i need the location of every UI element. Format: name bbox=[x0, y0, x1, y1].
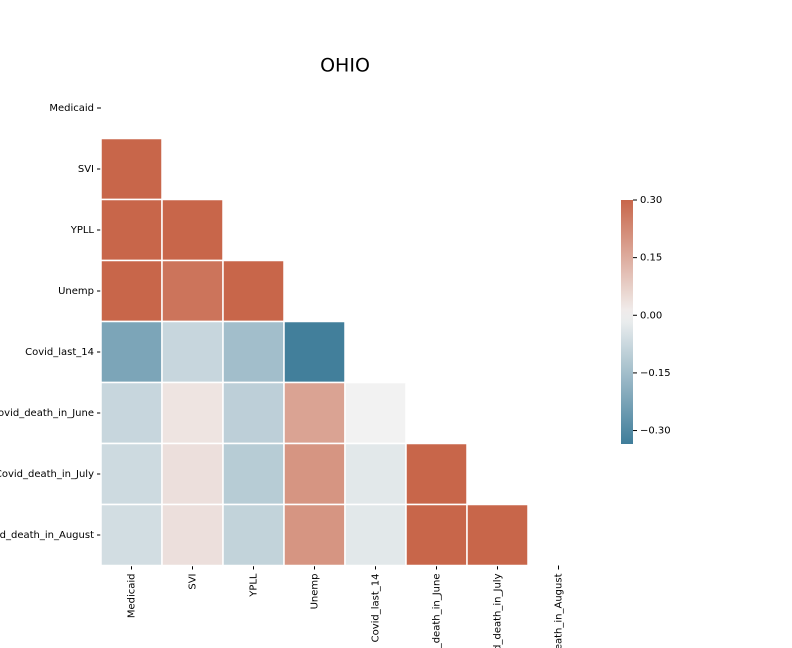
heatmap-cell bbox=[161, 442, 224, 506]
colorbar-tick-label: −0.15 bbox=[640, 368, 671, 379]
y-tick-label: Unemp bbox=[58, 286, 94, 297]
heatmap-cell bbox=[283, 503, 346, 567]
heatmap-cell bbox=[100, 503, 163, 567]
chart-title: OHIO bbox=[320, 55, 370, 77]
heatmap-cell bbox=[283, 381, 346, 445]
heatmap-cell bbox=[161, 503, 224, 567]
heatmap-cell bbox=[100, 442, 163, 506]
y-tick-label: Covid_last_14 bbox=[25, 347, 94, 358]
x-tick-label: Covid_last_14 bbox=[371, 574, 382, 643]
y-tick-label: YPLL bbox=[70, 225, 95, 236]
heatmap-cell bbox=[100, 320, 163, 384]
colorbar-tick-label: 0.00 bbox=[640, 310, 662, 321]
heatmap-cell bbox=[222, 442, 285, 506]
heatmap-cell bbox=[222, 503, 285, 567]
x-tick-label: Unemp bbox=[310, 574, 321, 610]
y-tick-label: SVI bbox=[78, 164, 94, 175]
heatmap-cell bbox=[466, 503, 529, 567]
x-tick-label: Medicaid bbox=[127, 574, 138, 619]
heatmap-cell bbox=[100, 198, 163, 262]
x-tick-label: Covid_death_in_June bbox=[432, 574, 443, 648]
y-tick-label: Covid_death_in_June bbox=[0, 408, 94, 419]
heatmap-cell bbox=[222, 259, 285, 323]
x-tick-label: YPLL bbox=[249, 573, 260, 598]
x-tick-label: Covid_death_in_July bbox=[493, 573, 504, 648]
heatmap-cell bbox=[344, 442, 407, 506]
heatmap-cell bbox=[100, 381, 163, 445]
colorbar-tick-label: −0.30 bbox=[640, 426, 671, 437]
x-tick-label: Covid_death_in_August bbox=[554, 573, 565, 648]
heatmap-cell bbox=[405, 503, 468, 567]
heatmap-cell bbox=[405, 442, 468, 506]
heatmap-cell bbox=[100, 259, 163, 323]
heatmap-cell bbox=[283, 320, 346, 384]
heatmap-cell bbox=[161, 259, 224, 323]
heatmap-cell bbox=[283, 442, 346, 506]
colorbar-tick-label: 0.30 bbox=[640, 195, 662, 206]
y-tick-label: Covid_death_in_August bbox=[0, 530, 94, 541]
colorbar bbox=[621, 200, 633, 444]
heatmap-cell bbox=[344, 381, 407, 445]
heatmap-cell bbox=[100, 137, 163, 201]
y-tick-label: Covid_death_in_July bbox=[0, 469, 94, 480]
heatmap-cell bbox=[222, 320, 285, 384]
heatmap-cell bbox=[161, 198, 224, 262]
heatmap-cell bbox=[161, 320, 224, 384]
x-tick-label: SVI bbox=[188, 574, 199, 590]
heatmap-cell bbox=[161, 381, 224, 445]
y-tick-label: Medicaid bbox=[49, 103, 94, 114]
colorbar-tick-label: 0.15 bbox=[640, 253, 662, 264]
heatmap-cell bbox=[344, 503, 407, 567]
heatmap-cell bbox=[222, 381, 285, 445]
